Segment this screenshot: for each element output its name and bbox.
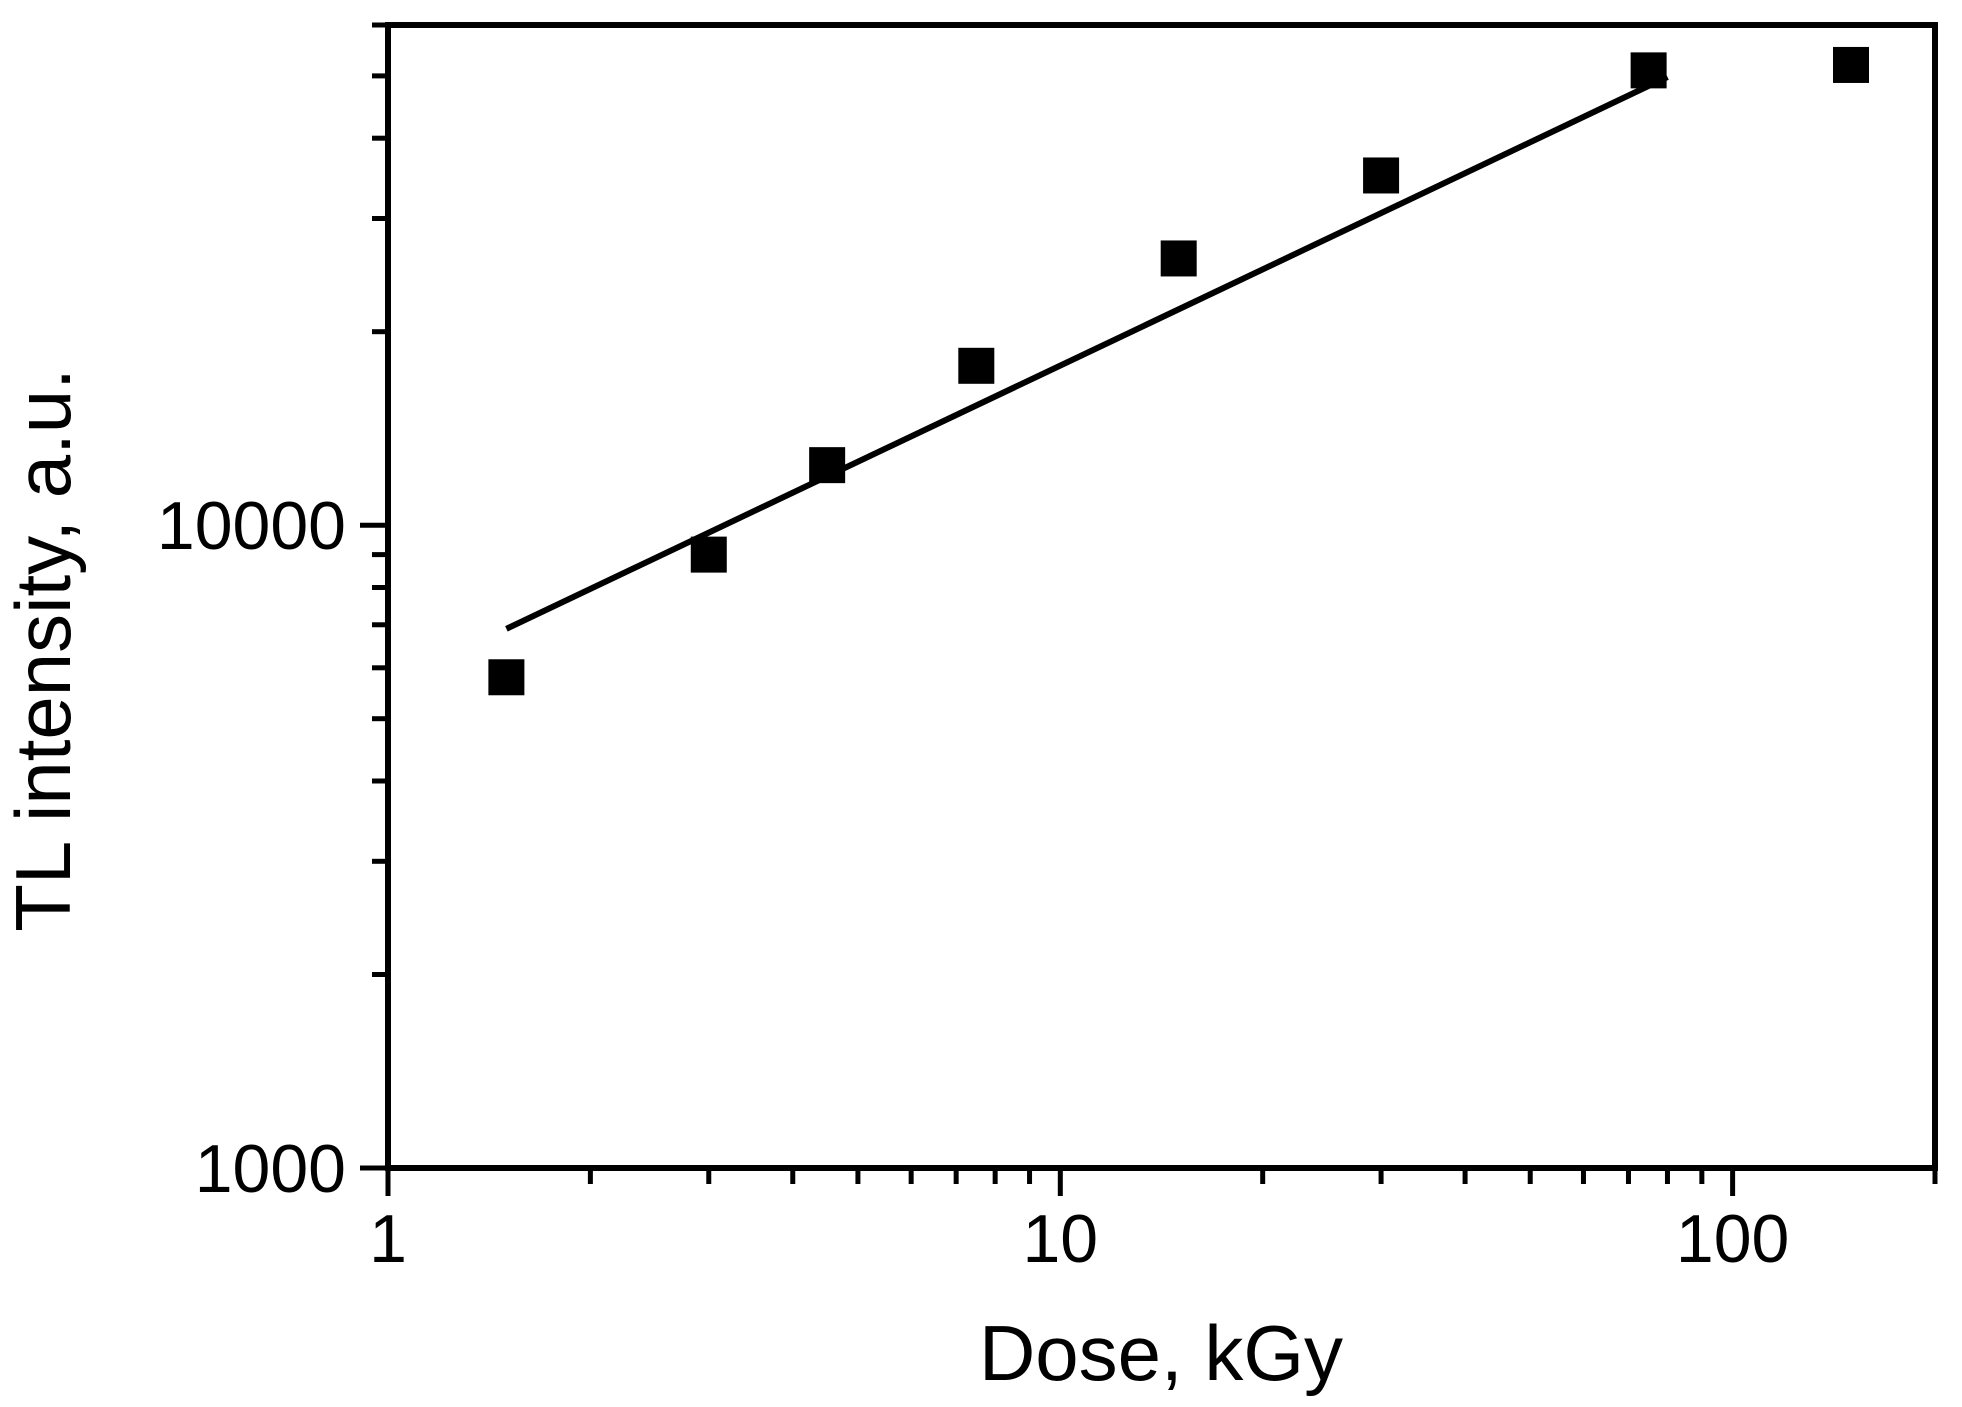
x-axis-label: Dose, kGy [979,1309,1343,1397]
x-tick-label: 100 [1676,1201,1789,1277]
y-tick-label: 10000 [157,488,346,564]
data-point-marker [1160,240,1197,277]
data-point-marker [488,659,525,696]
data-point-marker [1833,46,1870,83]
x-tick-label: 10 [1022,1201,1098,1277]
fit-line [505,74,1669,632]
x-tick-label: 1 [369,1201,407,1277]
y-tick-label: 1000 [195,1131,346,1207]
data-point-marker [958,347,995,384]
plot-layer: 1 10 100 1000 10000 [157,22,1938,1277]
data-point-marker [690,536,727,573]
y-axis-label: TL intensity, a.u. [0,368,87,932]
data-point-marker [1363,157,1400,194]
plot-frame [385,22,1938,1171]
